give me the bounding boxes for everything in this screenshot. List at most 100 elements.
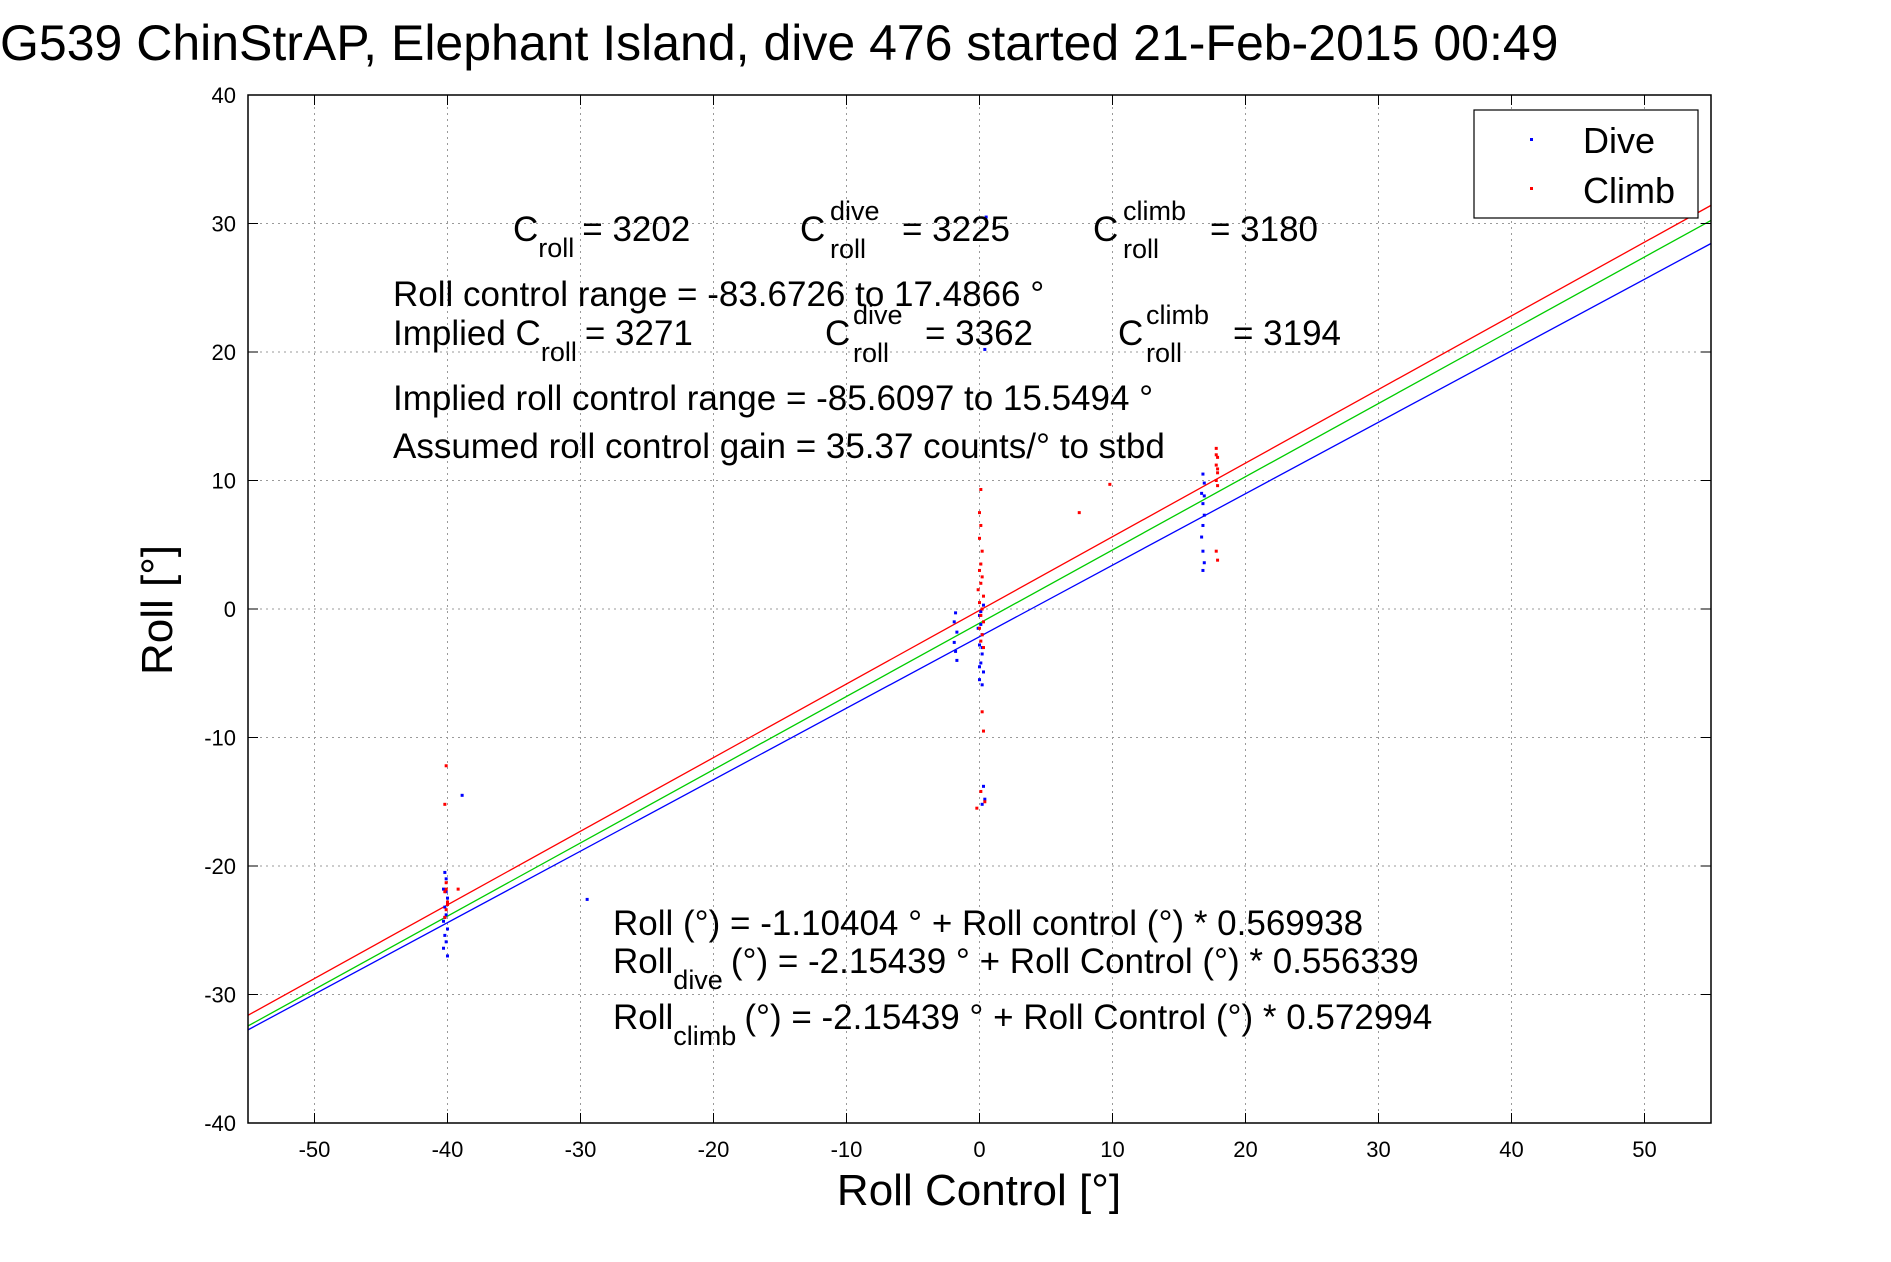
point-climb <box>1108 482 1112 486</box>
y-tick-label: 10 <box>212 469 236 494</box>
point-climb <box>979 613 983 617</box>
annotation-c-dive-sup: dive <box>830 196 880 226</box>
fit-line-dive <box>247 242 1712 1031</box>
point-dive <box>443 905 447 909</box>
point-climb <box>444 908 448 912</box>
point-climb <box>978 568 981 572</box>
legend-marker-climb <box>1530 187 1533 190</box>
annotation-equation-climb: Rollclimb (°) = -2.15439 ° + Roll Control… <box>613 998 1432 1051</box>
x-tick-label: -20 <box>698 1137 730 1162</box>
legend-label-climb: Climb <box>1583 170 1675 211</box>
annotation-implied-climb-val: = 3194 <box>1233 314 1341 353</box>
x-tick-label: 0 <box>973 1137 985 1162</box>
annotation-implied-dive-val: = 3362 <box>925 314 1033 353</box>
x-tick-label: 20 <box>1233 1137 1257 1162</box>
point-dive <box>1202 513 1206 517</box>
point-climb <box>446 903 449 907</box>
y-axis-ticks: -40 -30 -20 -10 0 10 20 30 40 <box>204 83 1711 1136</box>
point-climb <box>976 588 980 592</box>
legend-marker-dive <box>1530 138 1533 141</box>
point-dive <box>978 643 981 647</box>
point-climb <box>981 646 985 650</box>
point-climb <box>980 607 984 611</box>
annotation-equation-combined: Roll (°) = -1.10404 ° + Roll control (°)… <box>613 904 1363 943</box>
point-climb <box>1214 549 1218 553</box>
point-dive <box>1201 568 1205 572</box>
annotation-implied-climb-sup: climb <box>1146 300 1209 330</box>
point-climb <box>979 639 983 643</box>
point-climb <box>975 806 979 810</box>
point-dive <box>981 603 985 607</box>
point-dive <box>1201 549 1205 553</box>
point-climb <box>979 789 983 793</box>
point-climb <box>979 487 983 491</box>
point-dive <box>1202 494 1206 498</box>
point-climb <box>443 915 447 919</box>
annotation-implied-climb-label: C <box>1118 314 1143 353</box>
point-dive <box>443 933 447 937</box>
point-climb <box>444 764 448 768</box>
y-tick-label: 30 <box>212 212 236 237</box>
y-tick-label: 20 <box>212 340 236 365</box>
point-climb <box>1216 467 1220 471</box>
point-climb <box>1214 446 1218 450</box>
point-climb <box>1214 479 1218 482</box>
point-dive <box>442 946 446 950</box>
y-tick-label: -10 <box>204 726 236 751</box>
point-dive <box>980 683 984 687</box>
y-tick-label: -30 <box>204 983 236 1008</box>
point-climb <box>1216 484 1220 488</box>
x-axis-ticks: -50 -40 -30 -20 -10 0 10 20 30 40 50 <box>299 95 1657 1162</box>
y-tick-label: 40 <box>212 83 236 108</box>
annotation-c-roll: Croll = 3202 <box>513 210 690 263</box>
x-tick-label: 10 <box>1100 1137 1124 1162</box>
x-tick-label: -50 <box>299 1137 331 1162</box>
y-tick-label: 0 <box>224 597 236 622</box>
chart-title: G539 ChinStrAP, Elephant Island, dive 47… <box>0 15 1558 71</box>
point-climb <box>980 710 984 714</box>
x-tick-label: 50 <box>1632 1137 1656 1162</box>
point-dive <box>1201 523 1205 527</box>
annotations: Croll = 3202 C dive roll = 3225 C climb r… <box>393 196 1432 1051</box>
annotation-range-line: Roll control range = -83.6726 to 17.4866… <box>393 275 1044 314</box>
annotation-implied-dive-sub: roll <box>853 338 889 368</box>
point-climb <box>980 549 984 553</box>
point-climb <box>978 601 981 605</box>
point-climb <box>1216 455 1220 459</box>
y-tick-label: -40 <box>204 1111 236 1136</box>
point-dive <box>981 670 985 674</box>
point-climb <box>443 802 447 806</box>
point-dive <box>979 622 983 626</box>
point-dive <box>952 620 956 624</box>
point-climb <box>443 890 447 894</box>
point-climb <box>444 881 448 885</box>
annotation-c-climb-sub: roll <box>1123 234 1159 264</box>
point-climb <box>983 800 987 804</box>
point-dive <box>984 215 988 219</box>
point-dive <box>955 658 959 662</box>
point-dive <box>980 802 984 806</box>
annotation-gain-line: Assumed roll control gain = 35.37 counts… <box>393 427 1165 466</box>
point-dive <box>983 797 987 801</box>
point-climb <box>1216 558 1220 562</box>
point-dive <box>955 630 959 634</box>
point-dive <box>460 793 464 797</box>
point-dive <box>1202 561 1206 565</box>
point-climb <box>1214 463 1218 467</box>
point-dive <box>979 661 983 665</box>
data-points <box>442 215 1220 958</box>
point-dive <box>446 927 449 931</box>
x-tick-label: 40 <box>1499 1137 1523 1162</box>
annotation-implied-dive-sup: dive <box>853 300 903 330</box>
point-dive <box>1201 502 1205 506</box>
point-dive <box>954 611 958 615</box>
annotation-implied-c-roll: Implied Croll = 3271 <box>393 314 693 367</box>
point-climb <box>981 620 985 624</box>
point-dive <box>446 954 449 958</box>
point-climb <box>979 562 983 566</box>
annotation-c-climb-sup: climb <box>1123 196 1186 226</box>
point-dive <box>444 913 448 917</box>
annotation-implied-climb-sub: roll <box>1146 338 1182 368</box>
annotation-c-dive-sub: roll <box>830 234 866 264</box>
